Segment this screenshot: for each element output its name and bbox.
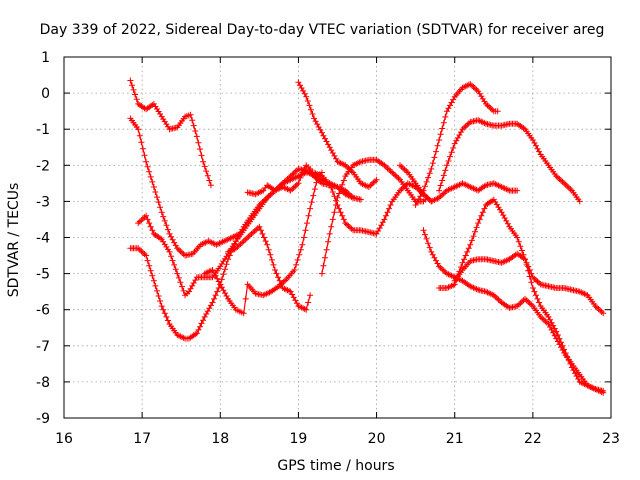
series-markers	[244, 162, 364, 203]
series-markers	[225, 223, 314, 313]
y-tick-labels: 1 0 -1 -2 -3 -4 -5 -6 -7 -8 -9	[36, 50, 50, 427]
series-markers	[318, 156, 431, 277]
series-arc-n	[420, 227, 607, 396]
x-tick-label: 21	[446, 431, 464, 447]
series-arc-d	[135, 169, 329, 299]
data-series	[127, 77, 607, 396]
y-tick-label: -8	[36, 375, 50, 391]
series-markers	[412, 81, 501, 208]
plot-frame	[63, 56, 612, 419]
series-line	[137, 171, 327, 296]
y-tick-label: -6	[36, 303, 50, 319]
series-line	[129, 118, 241, 257]
series-arc-p	[451, 250, 607, 317]
series-line	[439, 199, 604, 392]
series-arc-m	[436, 117, 583, 205]
series-markers	[295, 79, 380, 190]
x-tick-labels: 16 17 18 19 20 21 22 23	[55, 431, 620, 447]
series-arc-k	[397, 162, 521, 205]
y-tick-label: -2	[36, 158, 50, 174]
series-arc-j	[326, 180, 435, 237]
series-markers	[451, 250, 607, 317]
x-tick-label: 19	[290, 431, 308, 447]
y-tick-label: -9	[36, 411, 50, 427]
x-tick-label: 16	[55, 431, 73, 447]
series-markers	[436, 117, 583, 205]
y-tick-label: -7	[36, 339, 50, 355]
series-arc-l	[412, 81, 501, 208]
x-tick-label: 18	[211, 431, 229, 447]
x-axis-label: GPS time / hours	[277, 458, 394, 474]
series-line	[129, 80, 212, 186]
y-tick-label: -5	[36, 267, 50, 283]
series-arc-f	[244, 162, 364, 203]
series-arc-e	[201, 169, 325, 317]
y-tick-label: -1	[36, 122, 50, 138]
series-markers	[201, 169, 325, 317]
series-markers	[436, 196, 607, 394]
y-axis-label: SDTVAR / TECUs	[6, 183, 22, 298]
series-markers	[127, 115, 243, 259]
series-markers	[135, 169, 329, 299]
series-markers	[397, 162, 521, 205]
x-tick-label: 20	[368, 431, 386, 447]
series-arc-a	[127, 77, 214, 189]
series-arc-i	[318, 156, 431, 277]
series-arc-h	[295, 79, 380, 190]
x-tick-label: 17	[133, 431, 151, 447]
series-arc-o	[436, 196, 607, 394]
y-tick-label: 0	[41, 86, 50, 102]
chart-title: Day 339 of 2022, Sidereal Day-to-day VTE…	[40, 22, 605, 38]
x-tick-label: 22	[524, 431, 542, 447]
series-markers	[420, 227, 607, 396]
y-tick-label: -4	[36, 231, 50, 247]
y-tick-label: -3	[36, 194, 50, 210]
y-tick-label: 1	[41, 50, 50, 66]
series-arc-b	[127, 115, 243, 259]
x-tick-label: 23	[602, 431, 620, 447]
series-markers	[127, 77, 214, 189]
series-arc-g	[225, 223, 314, 313]
